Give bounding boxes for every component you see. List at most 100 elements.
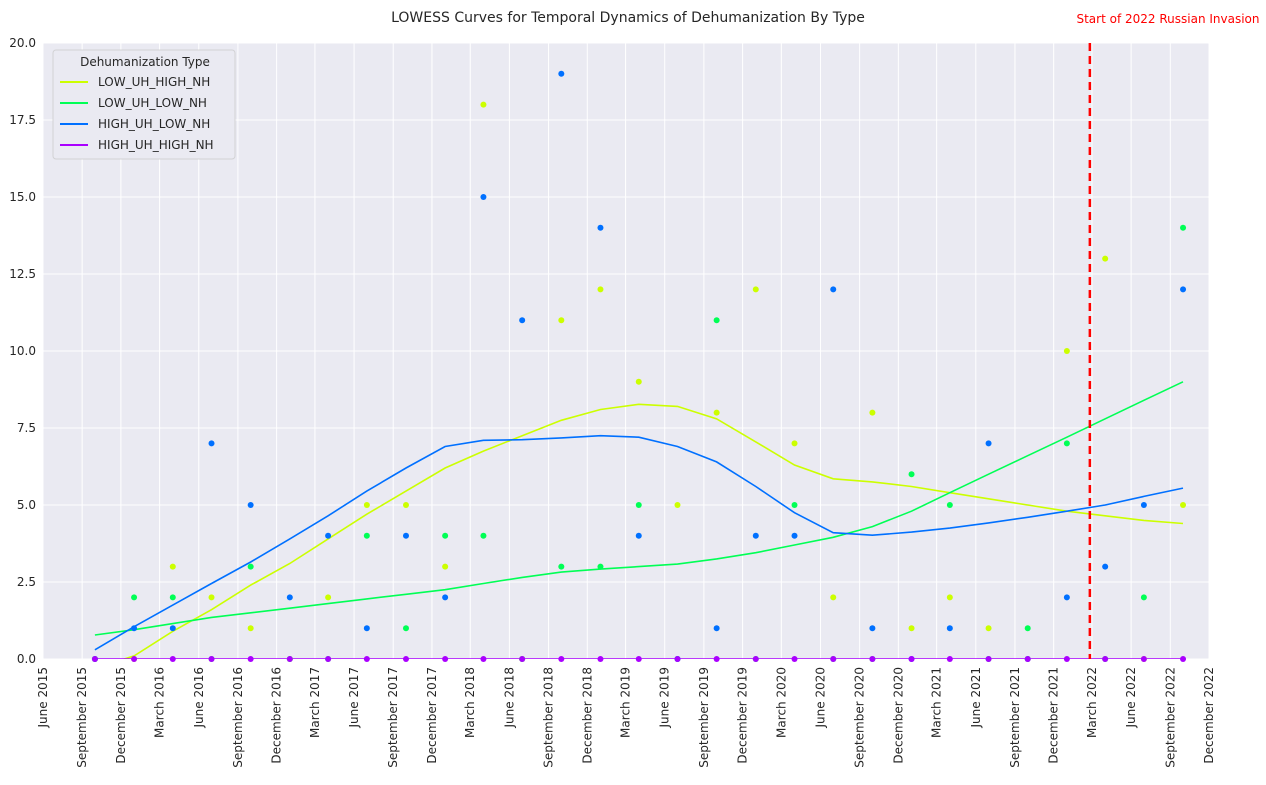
data-point-high_uh_high_nh [1180,656,1187,662]
y-tick-label: 5.0 [17,498,36,512]
data-point-low_uh_high_nh [985,625,992,632]
data-point-low_uh_high_nh [908,625,915,632]
data-point-high_uh_low_nh [985,440,992,447]
invasion-annotation: Start of 2022 Russian Invasion [1076,12,1259,26]
data-point-low_uh_low_nh [791,502,798,508]
x-tick-label: March 2020 [774,667,788,738]
x-tick-label: September 2015 [75,667,89,768]
data-point-high_uh_low_nh [208,440,215,447]
data-point-low_uh_low_nh [1140,594,1147,601]
line-layer [94,381,1184,659]
series-line-low_uh_high_nh [121,403,1184,659]
data-point-high_uh_high_nh [480,656,487,662]
data-point-high_uh_high_nh [286,656,293,662]
data-point-low_uh_high_nh [946,594,953,601]
x-tick-label: June 2019 [658,667,672,729]
data-point-high_uh_high_nh [1140,656,1147,662]
y-tick-label: 2.5 [17,575,36,589]
x-tick-label: September 2016 [231,667,245,768]
y-tick-label: 0.0 [17,652,36,666]
data-point-high_uh_high_nh [597,656,604,662]
series-line-high_uh_low_nh [94,434,1184,651]
point-layer [91,70,1187,662]
data-point-low_uh_low_nh [402,625,409,632]
y-tick-label: 20.0 [9,36,36,50]
y-tick-label: 10.0 [9,344,36,358]
data-point-low_uh_low_nh [946,502,953,508]
x-tick-label: March 2021 [930,667,944,738]
y-tick-label: 7.5 [17,421,36,435]
x-tick-label: June 2020 [813,667,827,729]
legend-label: HIGH_UH_HIGH_NH [98,138,214,152]
legend-label: HIGH_UH_LOW_NH [98,117,210,131]
x-tick-label: March 2018 [463,667,477,738]
data-point-high_uh_low_nh [1063,594,1070,601]
data-point-high_uh_low_nh [480,194,487,200]
data-point-low_uh_high_nh [674,502,681,508]
data-point-high_uh_low_nh [402,532,409,539]
legend-label: LOW_UH_HIGH_NH [98,75,210,89]
x-tick-label: December 2016 [270,667,284,764]
data-point-high_uh_low_nh [713,625,720,632]
data-point-low_uh_high_nh [1063,348,1070,354]
legend-items: LOW_UH_HIGH_NH LOW_UH_LOW_NH HIGH_UH_LOW_N… [60,75,214,152]
data-point-high_uh_high_nh [985,656,992,662]
data-point-low_uh_low_nh [635,502,642,508]
data-point-high_uh_low_nh [1180,286,1187,293]
data-point-low_uh_high_nh [791,440,798,447]
data-point-high_uh_high_nh [91,656,98,662]
data-point-low_uh_high_nh [713,409,720,416]
x-tick-label: December 2017 [425,667,439,764]
data-point-low_uh_high_nh [480,101,487,108]
data-point-high_uh_high_nh [791,656,798,662]
chart-title: LOWESS Curves for Temporal Dynamics of D… [391,10,865,26]
x-tick-label: September 2022 [1163,667,1177,768]
x-tick-label: June 2018 [502,667,516,729]
data-point-high_uh_high_nh [1063,656,1070,662]
legend-title: Dehumanization Type [80,55,210,69]
x-tick-label: June 2021 [969,667,983,729]
data-point-low_uh_low_nh [713,317,720,324]
data-point-high_uh_high_nh [869,656,876,662]
data-point-high_uh_low_nh [442,594,449,601]
data-point-low_uh_low_nh [131,594,138,601]
x-tick-label: March 2016 [153,667,167,738]
data-point-low_uh_high_nh [1180,502,1187,508]
data-point-low_uh_high_nh [442,563,449,570]
data-point-low_uh_low_nh [247,563,254,570]
data-point-low_uh_high_nh [597,286,604,293]
x-tick-label: December 2021 [1047,667,1061,764]
legend: Dehumanization Type LOW_UH_HIGH_NHLOW_UH… [52,49,236,160]
data-point-high_uh_low_nh [635,532,642,539]
y-tick-label: 15.0 [9,190,36,204]
x-tick-label: March 2019 [619,667,633,738]
data-point-high_uh_high_nh [635,656,642,662]
data-point-high_uh_low_nh [752,532,759,539]
data-point-high_uh_high_nh [1102,656,1109,662]
data-point-low_uh_low_nh [1180,224,1187,231]
data-point-low_uh_low_nh [363,532,370,539]
data-point-high_uh_high_nh [169,656,176,662]
data-point-low_uh_low_nh [480,532,487,539]
data-point-low_uh_low_nh [1063,440,1070,447]
data-point-high_uh_high_nh [325,656,332,662]
data-point-high_uh_high_nh [247,656,254,662]
legend-box [52,49,236,160]
data-point-low_uh_high_nh [752,286,759,293]
data-point-low_uh_high_nh [830,594,837,601]
x-tick-label: December 2019 [736,667,750,764]
x-tick-label: June 2022 [1124,667,1138,729]
y-tick-label: 17.5 [9,113,36,127]
x-tick-label: June 2015 [36,667,50,729]
data-point-high_uh_high_nh [752,656,759,662]
data-point-low_uh_low_nh [597,563,604,570]
x-tick-label: March 2017 [308,667,322,738]
data-point-high_uh_low_nh [869,625,876,632]
data-point-low_uh_high_nh [325,594,332,601]
data-point-low_uh_low_nh [558,563,565,570]
x-tick-label: March 2022 [1085,667,1099,738]
data-point-high_uh_high_nh [363,656,370,662]
data-point-high_uh_high_nh [713,656,720,662]
